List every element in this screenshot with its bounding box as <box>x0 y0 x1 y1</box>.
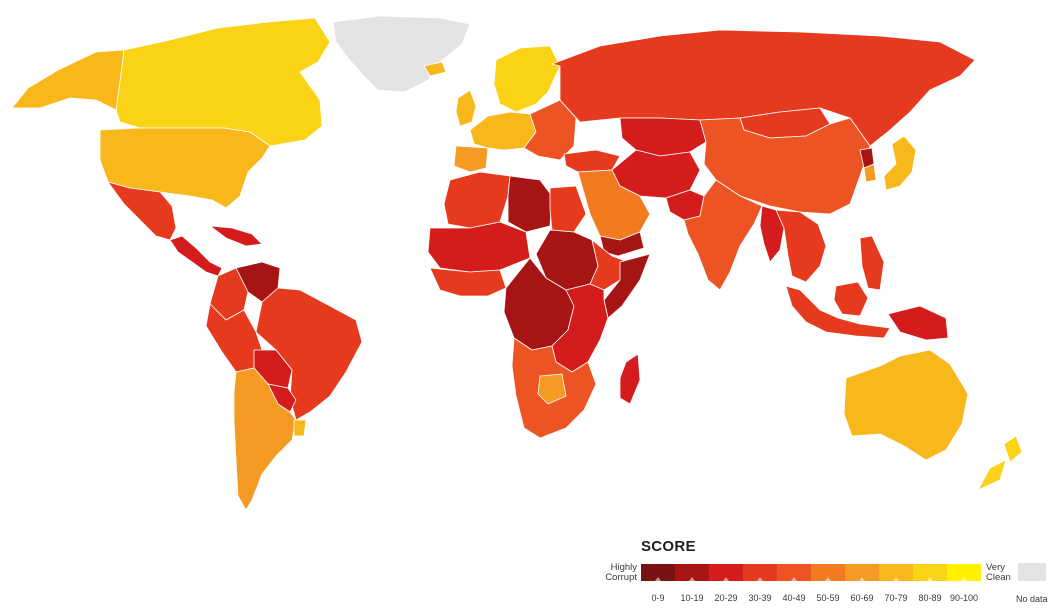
region-russia <box>551 29 976 147</box>
legend-low-label-line2: Corrupt <box>605 572 637 583</box>
legend-swatch-20-29 <box>709 564 743 581</box>
region-iberia <box>453 145 489 173</box>
legend-swatch-10-19 <box>675 564 709 581</box>
region-west-africa <box>429 267 507 297</box>
legend-tick-30-39: 30-39 <box>748 593 772 603</box>
legend-swatch-50-59 <box>811 564 845 581</box>
legend-tick-20-29: 20-29 <box>714 593 738 603</box>
region-scandinavia <box>493 45 561 113</box>
region-sahel <box>427 221 531 273</box>
legend-swatch-80-89 <box>913 564 947 581</box>
legend-tick-70-79: 70-79 <box>884 593 908 603</box>
region-japan <box>883 135 917 191</box>
region-iceland <box>423 61 447 77</box>
legend-low-label-line1: Highly <box>610 562 637 573</box>
region-libya <box>507 175 553 233</box>
legend-tick-0-9: 0-9 <box>651 593 665 603</box>
legend-swatch-40-49 <box>777 564 811 581</box>
region-central-asia <box>619 117 707 157</box>
region-central-america <box>169 235 223 277</box>
no-data-swatch <box>1018 563 1046 581</box>
region-australia <box>843 349 969 461</box>
region-borneo <box>833 281 869 317</box>
region-arabia <box>577 169 651 241</box>
legend-high-label-line1: Very <box>986 562 1006 573</box>
region-canada <box>115 17 331 147</box>
legend-tick-90-100: 90-100 <box>949 593 979 603</box>
legend-tick-40-49: 40-49 <box>782 593 806 603</box>
legend-high-label-line2: Clean <box>986 572 1011 583</box>
region-somalia <box>603 253 651 319</box>
region-alaska <box>11 49 125 111</box>
region-botswana <box>537 373 567 405</box>
region-argentina-chile <box>233 367 297 511</box>
legend-tick-10-19: 10-19 <box>680 593 704 603</box>
legend-swatch-70-79 <box>879 564 913 581</box>
region-new-zealand <box>977 435 1023 491</box>
legend-title: SCORE <box>641 538 696 555</box>
region-western-europe <box>469 111 537 151</box>
region-greenland <box>332 15 471 93</box>
legend-low-label: Highly Corrupt <box>597 563 637 583</box>
legend-color-scale <box>641 564 981 581</box>
no-data-label: No data <box>1016 594 1048 604</box>
region-madagascar <box>619 353 641 405</box>
region-egypt <box>549 185 587 233</box>
legend-tick-80-89: 80-89 <box>918 593 942 603</box>
region-india <box>683 179 763 291</box>
legend-tick-60-69: 60-69 <box>850 593 874 603</box>
legend-swatch-90-100 <box>947 564 981 581</box>
legend-swatch-0-9 <box>641 564 675 581</box>
region-uruguay <box>293 419 307 437</box>
region-papua-new-guinea <box>887 305 949 341</box>
region-horn-of-africa <box>589 239 629 291</box>
legend-swatch-60-69 <box>845 564 879 581</box>
legend-swatch-30-39 <box>743 564 777 581</box>
region-china <box>699 117 871 215</box>
region-uk <box>455 89 477 127</box>
legend-high-label: Very Clean <box>986 563 1026 583</box>
region-mexico <box>107 181 177 241</box>
legend-tick-50-59: 50-59 <box>816 593 840 603</box>
region-indochina <box>775 209 827 283</box>
legend-tick-labels: 0-9 10-19 20-29 30-39 40-49 50-59 60-69 70-79 80… <box>641 593 981 603</box>
region-turkey <box>563 149 621 173</box>
region-philippines <box>859 235 885 291</box>
region-south-korea <box>863 163 877 183</box>
region-north-africa <box>443 171 511 229</box>
region-indonesia <box>785 285 891 339</box>
region-caribbean <box>209 225 263 247</box>
